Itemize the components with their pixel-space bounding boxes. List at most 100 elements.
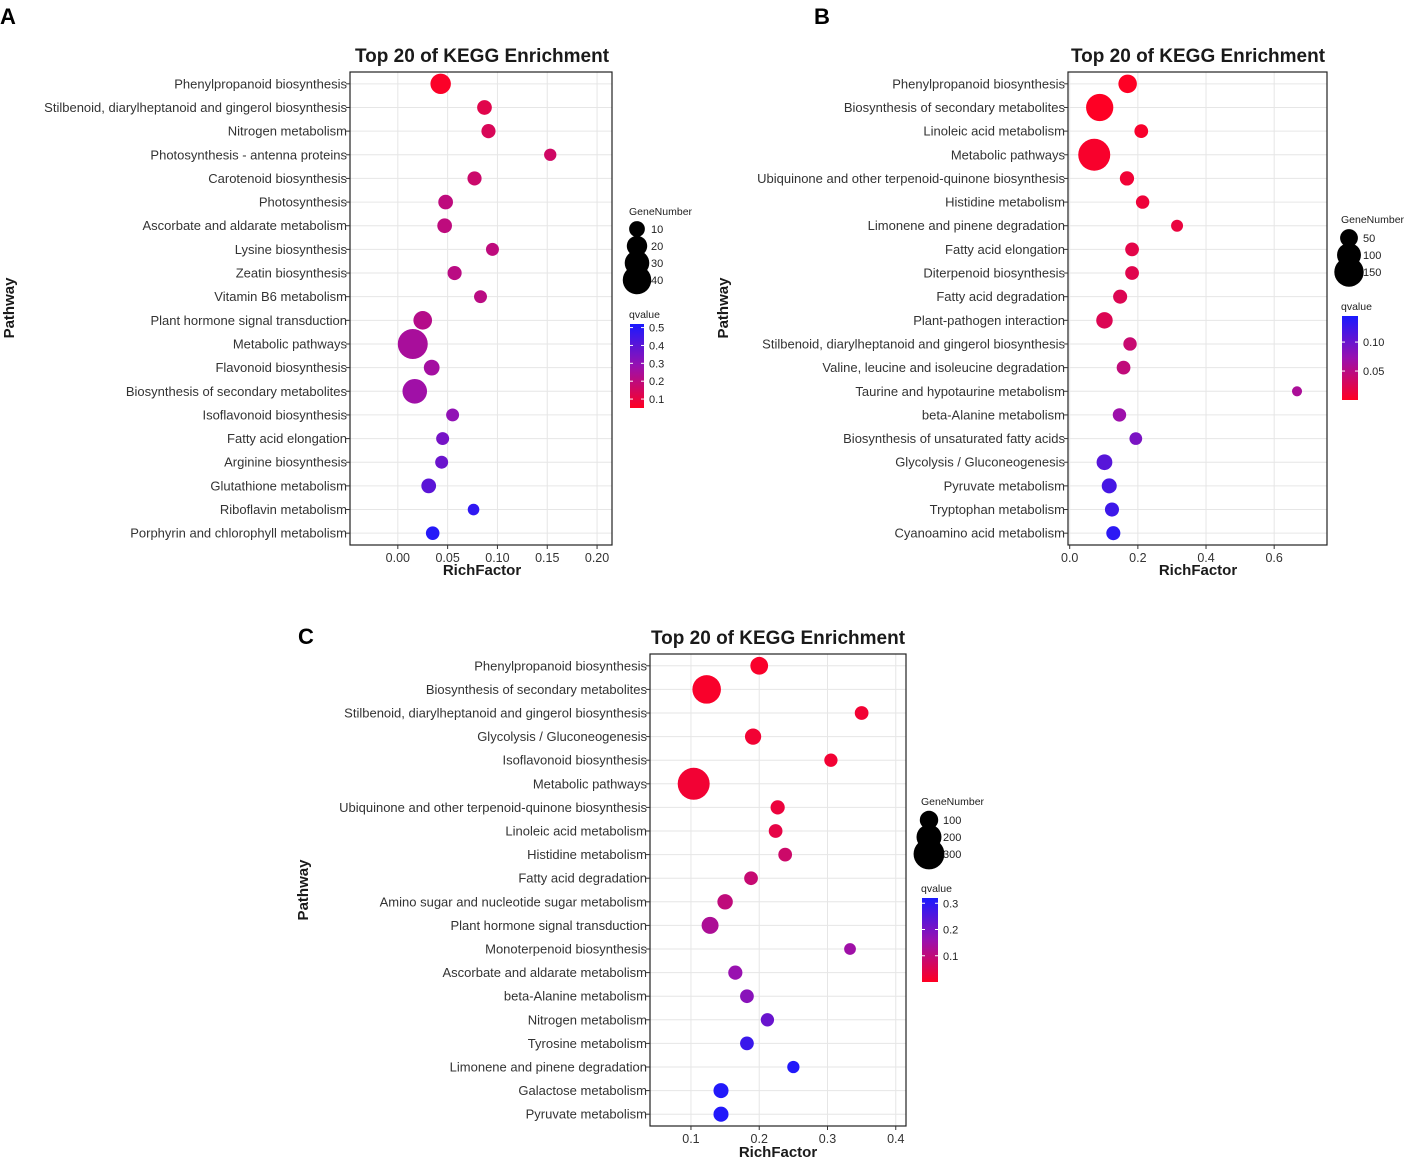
pathway-label: Isoflavonoid biosynthesis <box>502 753 647 768</box>
x-axis-title: RichFactor <box>739 1144 818 1161</box>
size-legend-label: 50 <box>1363 233 1375 245</box>
data-point <box>467 503 480 516</box>
color-legend-bar <box>922 898 938 982</box>
data-point <box>740 1036 754 1051</box>
color-legend-label: 0.2 <box>943 925 958 937</box>
pathway-label: Biosynthesis of unsaturated fatty acids <box>843 431 1065 446</box>
data-point <box>1078 138 1111 171</box>
size-legend-label: 150 <box>1363 267 1381 279</box>
pathway-label: Amino sugar and nucleotide sugar metabol… <box>380 894 647 909</box>
data-point <box>474 290 487 304</box>
pathway-label: Vitamin B6 metabolism <box>214 289 347 304</box>
pathway-label: Phenylpropanoid biosynthesis <box>892 76 1065 91</box>
pathway-label: Riboflavin metabolism <box>220 502 347 517</box>
size-legend-title: GeneNumber <box>921 796 985 808</box>
x-tick-label: 0.10 <box>485 551 509 565</box>
data-point <box>844 943 856 955</box>
x-axis-title: RichFactor <box>1159 562 1238 579</box>
data-point <box>740 989 754 1004</box>
color-legend-label: 0.3 <box>649 358 664 370</box>
pathway-label: Photosynthesis - antenna proteins <box>150 147 347 162</box>
data-point <box>1118 74 1137 94</box>
panel-letter: A <box>0 4 16 29</box>
pathway-label: Biosynthesis of secondary metabolites <box>126 384 348 399</box>
pathway-label: Nitrogen metabolism <box>228 124 347 139</box>
pathway-label: Stilbenoid, diarylheptanoid and gingerol… <box>44 100 347 115</box>
data-point <box>744 871 758 886</box>
pathway-label: Stilbenoid, diarylheptanoid and gingerol… <box>344 706 647 721</box>
pathway-label: Limonene and pinene degradation <box>450 1060 647 1075</box>
pathway-label: Carotenoid biosynthesis <box>208 171 347 186</box>
pathway-label: Ascorbate and aldarate metabolism <box>142 218 347 233</box>
data-point <box>437 218 452 234</box>
pathway-label: Photosynthesis <box>259 195 348 210</box>
data-point <box>768 824 783 838</box>
plot-frame <box>1067 71 1328 546</box>
data-point <box>402 378 428 404</box>
pathway-label: Limonene and pinene degradation <box>868 218 1065 233</box>
chart-title: Top 20 of KEGG Enrichment <box>355 46 610 67</box>
data-point <box>1291 386 1303 397</box>
x-tick-label: 0.4 <box>887 1132 904 1146</box>
data-point <box>713 1106 729 1122</box>
color-legend-label: 0.3 <box>943 898 958 910</box>
data-point <box>436 432 450 446</box>
data-point <box>713 1083 729 1099</box>
color-legend-label: 0.1 <box>649 394 664 406</box>
size-legend-label: 300 <box>943 849 961 861</box>
color-legend-title: qvalue <box>629 309 660 321</box>
data-point <box>854 706 869 720</box>
pathway-label: Plant hormone signal transduction <box>150 313 347 328</box>
pathway-label: Glycolysis / Gluconeogenesis <box>477 729 647 744</box>
pathway-label: Fatty acid degradation <box>936 289 1065 304</box>
y-axis-title: Pathway <box>295 859 312 921</box>
x-tick-label: 0.1 <box>682 1132 699 1146</box>
pathway-label: Fatty acid elongation <box>945 242 1065 257</box>
x-axis-title: RichFactor <box>443 562 522 579</box>
size-legend-label: 40 <box>651 275 663 287</box>
data-point <box>1135 195 1150 209</box>
pathway-label: Fatty acid elongation <box>227 431 347 446</box>
pathway-label: Plant hormone signal transduction <box>450 918 647 933</box>
pathway-label: Fatty acid degradation <box>518 871 647 886</box>
x-tick-label: 0.0 <box>1061 551 1078 565</box>
x-tick-label: 0.2 <box>1129 551 1146 565</box>
x-tick-label: 0.2 <box>751 1132 768 1146</box>
panel-a: A Top 20 of KEGG Enrichment Phenylpropanoi… <box>0 4 693 579</box>
data-point <box>692 675 721 704</box>
pathway-label: Valine, leucine and isoleucine degradati… <box>822 360 1065 375</box>
data-point <box>438 194 453 210</box>
panel-b: B Top 20 of KEGG Enrichment Phenylpropanoi… <box>715 4 1405 579</box>
pathway-label: Linoleic acid metabolism <box>923 124 1065 139</box>
data-point <box>1116 360 1131 375</box>
pathway-label: Ubiquinone and other terpenoid-quinone b… <box>757 171 1065 186</box>
data-point <box>1123 337 1137 351</box>
pathway-label: Phenylpropanoid biosynthesis <box>174 76 347 91</box>
x-tick-label: 0.20 <box>585 551 609 565</box>
color-legend-title: qvalue <box>921 883 952 895</box>
data-point <box>760 1013 775 1027</box>
data-point <box>446 408 460 422</box>
size-legend-dot <box>1340 229 1358 247</box>
data-point <box>477 100 492 115</box>
size-legend-label: 30 <box>651 258 663 270</box>
data-point <box>1134 124 1149 139</box>
data-point <box>1096 454 1113 471</box>
y-axis-title: Pathway <box>1 277 18 339</box>
x-tick-label: 0.15 <box>535 551 559 565</box>
data-point <box>787 1060 800 1074</box>
pathway-label: Ubiquinone and other terpenoid-quinone b… <box>339 800 647 815</box>
data-point <box>778 847 793 862</box>
pathway-label: Biosynthesis of secondary metabolites <box>844 100 1066 115</box>
pathway-label: Cyanoamino acid metabolism <box>894 526 1065 541</box>
pathway-label: Histidine metabolism <box>527 847 647 862</box>
data-point <box>397 328 428 359</box>
data-point <box>1119 171 1135 186</box>
color-legend-label: 0.2 <box>649 376 664 388</box>
size-legend-dot <box>1334 257 1364 287</box>
data-point <box>430 73 451 95</box>
pathway-label: Nitrogen metabolism <box>528 1012 647 1027</box>
color-legend-label: 0.05 <box>1363 366 1384 378</box>
data-point <box>728 965 743 980</box>
